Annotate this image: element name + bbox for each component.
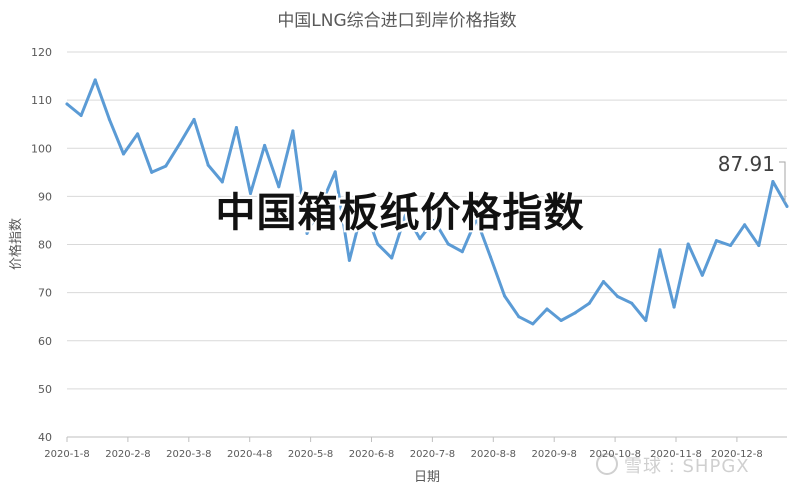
data-point [361,203,365,207]
x-tick-label: 2020-2-8 [105,449,150,460]
y-tick-label: 100 [31,142,52,155]
x-tick-label: 2020-3-8 [166,449,211,460]
y-tick-label: 80 [38,239,52,252]
snowball-logo-icon [596,453,618,475]
data-point [785,204,789,208]
y-tick-label: 40 [38,431,52,444]
data-point [277,185,281,189]
overlay-headline: 中国箱板纸价格指数 [215,190,585,236]
data-point [305,231,309,235]
data-point [390,256,394,260]
y-tick-label: 70 [38,287,52,300]
data-point [319,203,323,207]
data-point [630,301,634,305]
data-point [587,301,591,305]
data-point [192,117,196,121]
data-point [404,212,408,216]
annotation-layer: 87.91 [718,152,786,203]
data-point [658,248,662,252]
data-point [347,258,351,262]
y-tick-label: 90 [38,190,52,203]
data-point [79,114,83,118]
data-point [700,273,704,277]
data-point [757,243,761,247]
data-point [93,78,97,82]
x-tick-label: 2020-1-8 [44,449,89,460]
data-point [432,218,436,222]
series-line [65,78,789,326]
data-point [446,242,450,246]
y-tick-label: 50 [38,383,52,396]
x-tick-label: 2020-5-8 [288,449,333,460]
data-point [729,243,733,247]
x-tick-label: 2020-7-8 [410,449,455,460]
data-point [136,132,140,136]
y-axis-ticks: 40 50 60 70 80 90 100 110 120 [31,46,52,444]
x-tick-label: 2020-8-8 [471,449,516,460]
data-point [601,280,605,284]
data-point [291,129,295,133]
x-tick-label: 2020-4-8 [227,449,272,460]
data-point [771,179,775,183]
y-tick-label: 60 [38,335,52,348]
data-point [489,255,493,259]
data-point [531,322,535,326]
data-point [545,307,549,311]
data-point [573,311,577,315]
data-point [616,294,620,298]
data-point [220,180,224,184]
watermark-text: 雪球 : SHPGX [624,456,750,477]
x-tick-label: 2020-12-8 [711,449,763,460]
data-point [333,170,337,174]
data-point [503,294,507,298]
data-point [164,164,168,168]
annotation-leader [779,161,786,203]
data-point [121,152,125,156]
x-tick-label: 2020-11-8 [650,449,702,460]
data-point [178,141,182,145]
data-point [743,223,747,227]
y-axis-label: 价格指数 [8,218,24,270]
x-tick-label: 2020-6-8 [349,449,394,460]
data-point [644,319,648,323]
data-point [376,242,380,246]
data-point [249,191,253,195]
x-tick-label: 2020-9-8 [532,449,577,460]
y-tick-label: 120 [31,46,52,59]
x-axis-ticks: 2020-1-8 2020-2-8 2020-3-8 2020-4-8 2020-5-8… [44,437,763,460]
annotation-label: 87.91 [718,152,775,176]
y-tick-label: 110 [31,94,52,107]
x-axis-label: 日期 [414,470,440,485]
series-layer [65,78,789,326]
data-point [460,250,464,254]
data-point [714,239,718,243]
data-point [263,143,267,147]
x-tick-label: 2020-10-8 [589,449,641,460]
data-point [418,237,422,241]
data-point [107,117,111,121]
data-point [150,170,154,174]
watermark: 雪球 : SHPGX [596,452,750,478]
data-point [474,217,478,221]
chart-title: 中国LNG综合进口到岸价格指数 [277,11,516,31]
data-point [206,163,210,167]
data-point [517,315,521,319]
data-point [559,319,563,323]
data-point [234,126,238,130]
data-point [672,305,676,309]
data-point [65,102,69,106]
data-point [686,242,690,246]
gridlines [67,51,787,438]
